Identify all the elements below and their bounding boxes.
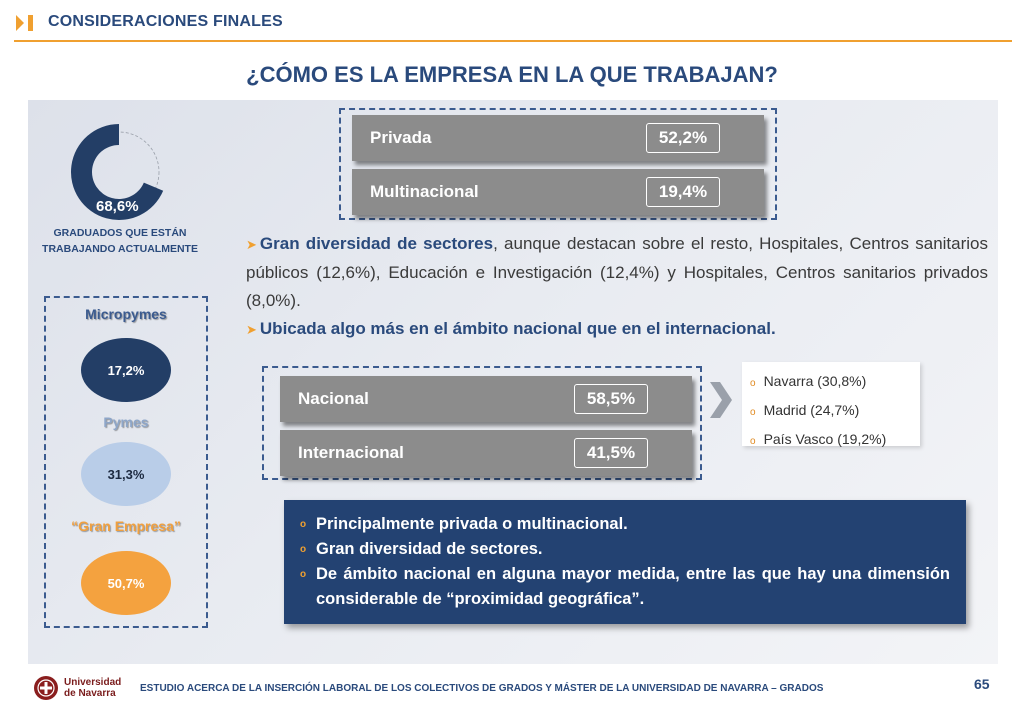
footer-text: ESTUDIO ACERCA DE LA INSERCIÓN LABORAL D… [140,683,824,694]
employed-donut-chart [71,124,164,220]
internacional-label: Internacional [298,443,404,462]
page-title: ¿CÓMO ES LA EMPRESA EN LA QUE TRABAJAN? [246,62,778,87]
region-item: o Madrid (24,7%) [750,402,860,418]
circle-bullet-icon: o [750,378,756,389]
regions-list: o Navarra (30,8%) o Madrid (24,7%) o País V… [742,362,920,447]
micropymes-value: 17,2% [81,338,171,402]
employed-caption: GRADUADOS QUE ESTÁN TRABAJANDO ACTUALMEN… [42,227,198,255]
summary-item: o Principalmente privada o multinacional. [300,512,950,537]
company-size-group [44,296,208,628]
nacional-value: 58,5% [574,384,648,414]
multinacional-value: 19,4% [646,177,720,207]
circle-bullet-icon: o [300,519,307,530]
summary-box: o Principalmente privada o multinacional.… [284,500,966,624]
university-logo-text: Universidad de Navarra [64,677,122,699]
chevron-right-icon [710,382,732,418]
scope-group [262,366,702,480]
nacional-label: Nacional [298,389,369,408]
header-divider [14,40,1012,42]
bullet-sectors: ➤ Gran diversidad de sectores, aunque des… [246,230,988,315]
circle-bullet-icon: o [750,436,756,447]
micropymes-label: Micropymes [85,306,167,322]
circle-bullet-icon: o [750,407,756,418]
multinacional-bar: Multinacional 19,4% [352,169,764,215]
privada-bar: Privada 52,2% [352,115,764,161]
pymes-label: Pymes [103,414,149,430]
circle-bullet-icon: o [300,569,307,580]
donut-filled-segment [71,124,164,220]
bullet-scope-text: Ubicada algo más en el ámbito nacional q… [259,319,776,338]
summary-item: o De ámbito nacional en alguna mayor medi… [300,562,950,612]
university-seal-icon [34,676,58,700]
ownership-group [339,108,777,220]
page-number: 65 [974,676,990,692]
circle-bullet-icon: o [300,544,307,555]
bullet-sectors-text: , aunque destacan sobre el resto, Hospit… [246,234,988,310]
nacional-bar: Nacional 58,5% [280,376,692,422]
multinacional-label: Multinacional [370,182,479,201]
bullet-scope: ➤ Ubicada algo más en el ámbito nacional … [246,315,988,344]
summary-item: o Gran diversidad de sectores. [300,537,950,562]
privada-value: 52,2% [646,123,720,153]
internacional-value: 41,5% [574,438,648,468]
pymes-value: 31,3% [81,442,171,506]
gran-empresa-value: 50,7% [81,551,171,615]
region-item: o Navarra (30,8%) [750,373,867,389]
region-item: o País Vasco (19,2%) [750,431,887,447]
section-marker-icon [16,15,33,31]
section-title: CONSIDERACIONES FINALES [48,13,283,30]
employed-percent: 68,6% [96,198,139,215]
privada-label: Privada [370,128,432,147]
arrow-bullet-icon: ➤ [246,322,257,337]
bullet-sectors-bold: Gran diversidad de sectores [259,234,494,253]
internacional-bar: Internacional 41,5% [280,430,692,476]
gran-empresa-label: “Gran Empresa” [71,518,181,534]
arrow-bullet-icon: ➤ [246,237,257,252]
